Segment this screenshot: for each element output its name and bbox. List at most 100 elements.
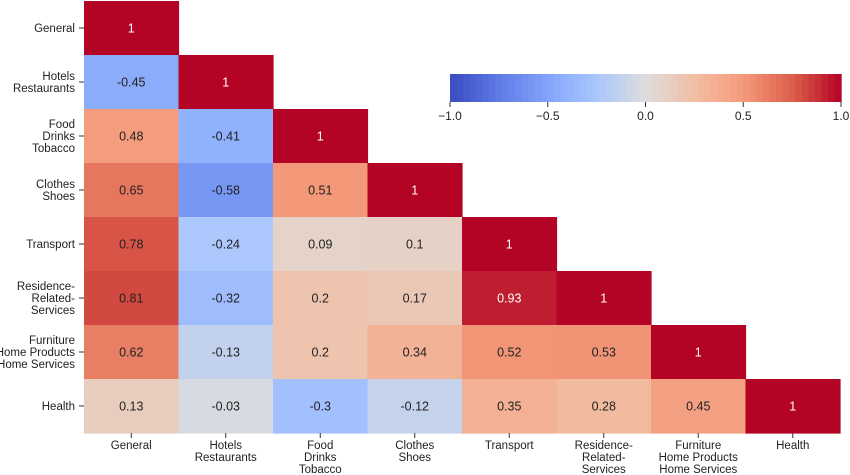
- colorbar-segment: [684, 74, 692, 102]
- colorbar-segment: [782, 74, 790, 102]
- colorbar-segment: [515, 74, 523, 102]
- column-label: Health: [776, 440, 809, 452]
- column-label: Food Drinks Tobacco: [299, 440, 342, 475]
- heatmap-cell: [367, 379, 463, 434]
- colorbar-segment: [775, 74, 784, 102]
- colorbar-segment: [528, 74, 536, 102]
- colorbar-segment: [508, 74, 516, 102]
- colorbar-segment: [808, 74, 816, 102]
- heatmap-cell: [367, 163, 463, 218]
- cell-value-label: -0.24: [212, 238, 241, 252]
- row-label: Clothes Shoes: [36, 179, 75, 203]
- column-label: Residence-Related-Services: [575, 440, 633, 475]
- colorbar-segment: [450, 74, 458, 102]
- colorbar-segment: [489, 74, 497, 102]
- colorbar-segment: [652, 74, 660, 102]
- colorbar-segment: [593, 74, 601, 102]
- colorbar-segment: [606, 74, 614, 102]
- cell-value-label: 0.65: [119, 184, 143, 198]
- heatmap-cell: [367, 217, 463, 272]
- cell-value-label: 1: [317, 130, 324, 144]
- heatmap-cell: [556, 379, 652, 434]
- heatmap-cell: [367, 325, 463, 380]
- colorbar-segment: [736, 74, 744, 102]
- heatmap-cell: [273, 271, 369, 326]
- cell-value-label: -0.45: [117, 76, 146, 90]
- heatmap-cell: [84, 109, 180, 164]
- cell-value-label: 0.35: [497, 400, 521, 414]
- colorbar-tick-label: 1.0: [833, 109, 850, 123]
- cell-value-label: 0.81: [119, 292, 143, 306]
- column-label: Transport: [485, 440, 535, 452]
- column-label: Furniture Home Products Home Services: [659, 440, 739, 475]
- cell-value-label: -0.58: [212, 184, 241, 198]
- colorbar-segment: [678, 74, 686, 102]
- heatmap-cell: [651, 379, 747, 434]
- row-label: General: [34, 23, 75, 35]
- heatmap-cell: [84, 271, 180, 326]
- cell-value-label: 0.28: [592, 400, 616, 414]
- cell-value-label: 1: [789, 400, 796, 414]
- heatmap-cell: [178, 325, 274, 380]
- colorbar-segment: [645, 74, 653, 102]
- colorbar-segment: [723, 74, 731, 102]
- cell-value-label: -0.32: [212, 292, 241, 306]
- cell-value-label: 1: [411, 184, 418, 198]
- cell-value-label: 0.48: [119, 130, 143, 144]
- colorbar-segment: [756, 74, 764, 102]
- heatmap-cell: [462, 217, 558, 272]
- colorbar: −1.0 −0.5 0.0 0.5 1.0: [438, 74, 850, 123]
- heatmap-cell: [273, 109, 369, 164]
- heatmap-cell: [273, 163, 369, 218]
- colorbar-segment: [580, 74, 588, 102]
- colorbar-segment: [619, 74, 627, 102]
- colorbar-segment: [547, 74, 555, 102]
- heatmap-cell: [556, 325, 652, 380]
- colorbar-tick-label: −1.0: [438, 109, 462, 123]
- colorbar-tick-label: 0.5: [735, 109, 752, 123]
- row-axis: General Hotels Restaurants Food Drinks Tobacc…: [0, 23, 84, 413]
- heatmap-cell: [462, 325, 558, 380]
- heatmap-cell: [178, 55, 274, 110]
- cell-value-label: 0.09: [308, 238, 332, 252]
- cell-value-label: 0.45: [686, 400, 710, 414]
- row-label: Furniture Home Products Home Services: [0, 335, 75, 371]
- colorbar-segment: [665, 74, 673, 102]
- heatmap-cell: [367, 271, 463, 326]
- cell-value-label: 0.53: [592, 346, 616, 360]
- colorbar-segment: [534, 74, 542, 102]
- colorbar-segment: [599, 74, 608, 102]
- heatmap-cell: [84, 163, 180, 218]
- colorbar-segment: [795, 74, 803, 102]
- heatmap-cell: [178, 109, 274, 164]
- column-label: Clothes Shoes: [395, 440, 434, 464]
- colorbar-segment: [671, 74, 679, 102]
- colorbar-segment: [704, 74, 712, 102]
- heatmap-cell: [178, 271, 274, 326]
- colorbar-segment: [821, 74, 829, 102]
- colorbar-segment: [560, 74, 568, 102]
- heatmap-cell: [745, 379, 841, 434]
- colorbar-segment: [834, 74, 842, 102]
- colorbar-segment: [743, 74, 751, 102]
- colorbar-segment: [521, 74, 529, 102]
- row-label: Transport: [26, 239, 76, 251]
- cell-value-label: 0.2: [312, 346, 329, 360]
- colorbar-segment: [612, 74, 621, 102]
- cell-value-label: -0.3: [309, 400, 331, 414]
- cell-value-label: 0.78: [119, 238, 143, 252]
- colorbar-segment: [482, 74, 490, 102]
- row-label: Food Drinks Tobacco: [32, 119, 75, 155]
- cell-value-label: 0.62: [119, 346, 143, 360]
- colorbar-segment: [658, 74, 666, 102]
- heatmap-cell: [462, 271, 558, 326]
- heatmap-cell: [84, 55, 180, 110]
- heatmap-cell: [84, 217, 180, 272]
- cell-value-label: 0.52: [497, 346, 521, 360]
- heatmap-cell: [273, 325, 369, 380]
- heatmap-cell: [84, 379, 180, 434]
- colorbar-segment: [632, 74, 640, 102]
- colorbar-segment: [697, 74, 705, 102]
- colorbar-segment: [541, 74, 549, 102]
